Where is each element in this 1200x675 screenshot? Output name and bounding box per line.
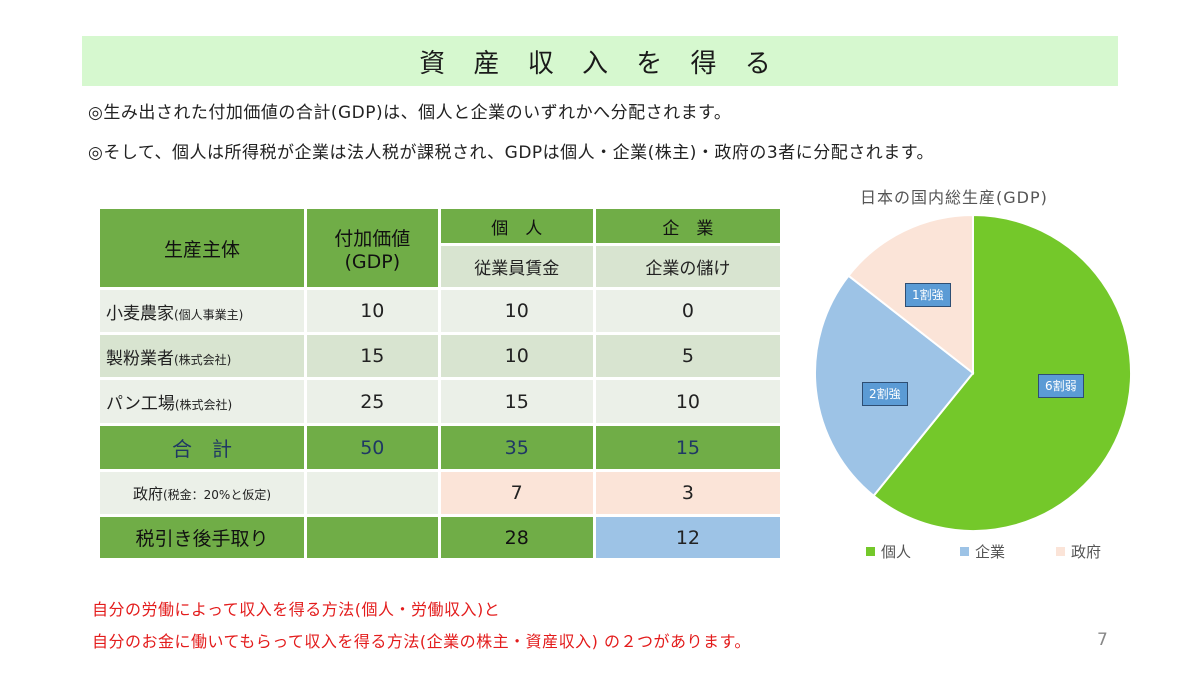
row-label: 製粉業者(株式会社): [96, 332, 308, 380]
legend-item-government: 政府: [1056, 541, 1101, 562]
slide-title: 資 産 収 入 を 得 る: [419, 48, 781, 79]
after-tax-profits: 12: [592, 514, 784, 561]
pie-label-company: 2割強: [862, 382, 908, 406]
cell-wages: 15: [437, 377, 596, 426]
legend-label-government: 政府: [1071, 543, 1102, 561]
legend-label-individual: 個人: [881, 543, 912, 561]
header-profits: 企業の儲け: [592, 243, 784, 290]
legend-swatch-government: [1056, 547, 1065, 556]
bullet-gdp-distribution: ◎生み出された付加価値の合計(GDP)は、個人と企業のいずれかへ分配されます。: [88, 103, 732, 123]
header-company: 企 業: [592, 206, 784, 246]
government-wages-tax: 7: [437, 469, 596, 517]
legend-item-individual: 個人: [866, 541, 911, 562]
total-wages: 35: [437, 423, 596, 472]
after-tax-wages: 28: [437, 514, 596, 561]
government-gdp: [304, 469, 441, 517]
header-value-added-line2: (GDP): [344, 250, 401, 273]
page-number: 7: [1097, 630, 1108, 650]
cell-gdp: 25: [304, 377, 441, 426]
total-profits: 15: [592, 423, 784, 472]
header-wages: 従業員賃金: [437, 243, 596, 290]
bullet-tax-distribution: ◎そして、個人は所得税が企業は法人税が課税され、GDPは個人・企業(株主)・政府…: [88, 143, 935, 163]
cell-gdp: 10: [304, 287, 441, 335]
slide-title-bar: 資 産 収 入 を 得 る: [82, 36, 1118, 86]
row-label: 小麦農家(個人事業主): [96, 287, 308, 335]
legend-item-company: 企業: [960, 541, 1005, 562]
total-label: 合 計: [96, 423, 308, 472]
cell-gdp: 15: [304, 332, 441, 380]
row-label: パン工場(株式会社): [96, 377, 308, 426]
cell-profits: 0: [592, 287, 784, 335]
note-labor-income: 自分の労働によって収入を得る方法(個人・労働収入)と: [92, 600, 501, 619]
pie-label-government: 1割強: [905, 283, 951, 307]
table-row: パン工場(株式会社) 25 15 10: [96, 377, 784, 426]
after-tax-label: 税引き後手取り: [96, 514, 308, 561]
legend-label-company: 企業: [975, 543, 1006, 561]
total-gdp: 50: [304, 423, 441, 472]
cell-wages: 10: [437, 332, 596, 380]
header-producer: 生産主体: [96, 206, 308, 290]
legend-swatch-individual: [866, 547, 875, 556]
pie-label-individual: 6割弱: [1038, 374, 1084, 398]
total-row: 合 計 50 35 15: [96, 423, 784, 472]
government-profits-tax: 3: [592, 469, 784, 517]
pie-chart-title: 日本の国内総生産(GDP): [860, 188, 1048, 207]
pie-slice-individual: [872, 213, 1133, 532]
government-row: 政府(税金：20%と仮定) 7 3: [96, 469, 784, 517]
legend-swatch-company: [960, 547, 969, 556]
note-asset-income: 自分のお金に働いてもらって収入を得る方法(企業の株主・資産収入) の２つがありま…: [92, 632, 751, 651]
cell-wages: 10: [437, 287, 596, 335]
header-value-added: 付加価値 (GDP): [304, 206, 441, 290]
after-tax-gdp: [304, 514, 441, 561]
table-row: 製粉業者(株式会社) 15 10 5: [96, 332, 784, 380]
gdp-distribution-table: 生産主体 付加価値 (GDP) 個 人 企 業 従業員賃金 企業の儲け 小麦農家…: [96, 206, 784, 561]
cell-profits: 5: [592, 332, 784, 380]
after-tax-row: 税引き後手取り 28 12: [96, 514, 784, 561]
header-value-added-line1: 付加価値: [334, 227, 411, 250]
government-label: 政府(税金：20%と仮定): [96, 469, 308, 517]
table-row: 小麦農家(個人事業主) 10 10 0: [96, 287, 784, 335]
header-individual: 個 人: [437, 206, 596, 246]
cell-profits: 10: [592, 377, 784, 426]
